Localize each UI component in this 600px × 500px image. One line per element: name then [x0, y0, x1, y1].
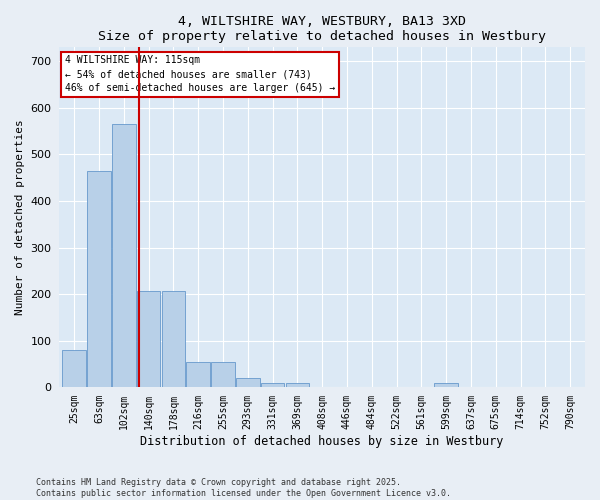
Bar: [261, 383, 284, 388]
Y-axis label: Number of detached properties: Number of detached properties: [15, 120, 25, 315]
Bar: [137, 291, 160, 388]
Bar: [187, 362, 210, 388]
Bar: [87, 170, 111, 388]
Text: 4 WILTSHIRE WAY: 115sqm
← 54% of detached houses are smaller (743)
46% of semi-d: 4 WILTSHIRE WAY: 115sqm ← 54% of detache…: [65, 56, 335, 94]
Bar: [236, 378, 260, 388]
Bar: [161, 291, 185, 388]
Bar: [211, 362, 235, 388]
X-axis label: Distribution of detached houses by size in Westbury: Distribution of detached houses by size …: [140, 434, 504, 448]
Bar: [286, 383, 309, 388]
Text: Contains HM Land Registry data © Crown copyright and database right 2025.
Contai: Contains HM Land Registry data © Crown c…: [36, 478, 451, 498]
Bar: [112, 124, 136, 388]
Bar: [434, 383, 458, 388]
Bar: [62, 350, 86, 388]
Title: 4, WILTSHIRE WAY, WESTBURY, BA13 3XD
Size of property relative to detached house: 4, WILTSHIRE WAY, WESTBURY, BA13 3XD Siz…: [98, 15, 546, 43]
